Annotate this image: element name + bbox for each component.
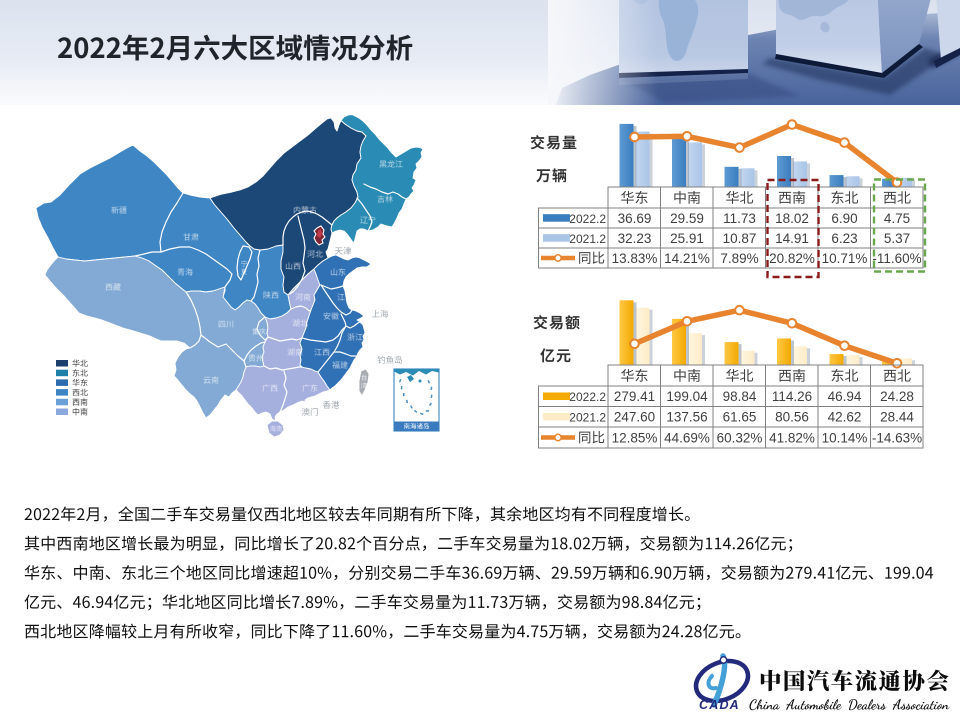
svg-text:42.62: 42.62 <box>828 410 862 425</box>
svg-text:44.69%: 44.69% <box>664 430 710 445</box>
svg-text:-14.63%: -14.63% <box>872 430 922 445</box>
svg-text:12.85%: 12.85% <box>612 430 658 445</box>
svg-text:114.26: 114.26 <box>772 389 812 404</box>
svg-text:61.65: 61.65 <box>723 410 757 425</box>
svg-text:-11.60%: -11.60% <box>872 251 921 266</box>
svg-text:10.71%: 10.71% <box>822 251 868 266</box>
svg-text:36.69: 36.69 <box>618 211 652 226</box>
svg-text:20.82%: 20.82% <box>769 251 815 266</box>
svg-text:199.04: 199.04 <box>666 389 708 404</box>
svg-text:279.41: 279.41 <box>614 389 655 404</box>
svg-text:32.23: 32.23 <box>618 231 652 246</box>
svg-text:11.73: 11.73 <box>723 211 756 226</box>
svg-text:10.14%: 10.14% <box>822 430 868 445</box>
svg-text:98.84: 98.84 <box>723 389 757 404</box>
svg-text:46.94: 46.94 <box>828 389 862 404</box>
svg-text:60.32%: 60.32% <box>717 430 763 445</box>
svg-text:24.28: 24.28 <box>880 389 914 404</box>
svg-text:137.56: 137.56 <box>666 410 707 425</box>
svg-text:6.90: 6.90 <box>831 211 857 226</box>
svg-text:7.89%: 7.89% <box>720 251 758 266</box>
svg-text:28.44: 28.44 <box>880 410 914 425</box>
svg-text:25.91: 25.91 <box>670 231 704 246</box>
svg-text:13.83%: 13.83% <box>612 251 658 266</box>
svg-text:41.82%: 41.82% <box>769 430 815 445</box>
svg-text:10.87: 10.87 <box>723 231 757 246</box>
svg-text:18.02: 18.02 <box>775 211 809 226</box>
svg-text:4.75: 4.75 <box>884 211 910 226</box>
svg-text:80.56: 80.56 <box>775 410 809 425</box>
svg-text:14.91: 14.91 <box>775 231 809 246</box>
svg-text:6.23: 6.23 <box>831 231 857 246</box>
svg-text:29.59: 29.59 <box>670 211 704 226</box>
svg-text:14.21%: 14.21% <box>664 251 710 266</box>
svg-text:CADA: CADA <box>699 698 740 712</box>
svg-text:247.60: 247.60 <box>614 410 655 425</box>
svg-text:5.37: 5.37 <box>884 231 910 246</box>
